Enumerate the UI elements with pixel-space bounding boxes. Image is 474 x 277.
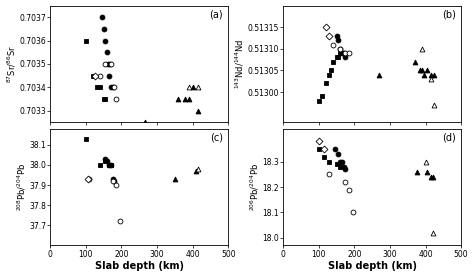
Text: (b): (b) xyxy=(442,9,456,19)
Text: (d): (d) xyxy=(442,132,456,142)
Text: (c): (c) xyxy=(210,132,223,142)
Y-axis label: $^{206}$Pb/$^{204}$Pb: $^{206}$Pb/$^{204}$Pb xyxy=(248,163,261,211)
Y-axis label: $^{87}$Sr/$^{86}$Sr: $^{87}$Sr/$^{86}$Sr xyxy=(6,45,18,83)
X-axis label: Slab depth (km): Slab depth (km) xyxy=(328,261,417,271)
Y-axis label: $^{208}$Pb/$^{204}$Pb: $^{208}$Pb/$^{204}$Pb xyxy=(15,163,27,211)
Y-axis label: $^{143}$Nd/$^{144}$Nd: $^{143}$Nd/$^{144}$Nd xyxy=(234,39,246,89)
Text: (a): (a) xyxy=(209,9,223,19)
X-axis label: Slab depth (km): Slab depth (km) xyxy=(95,261,184,271)
